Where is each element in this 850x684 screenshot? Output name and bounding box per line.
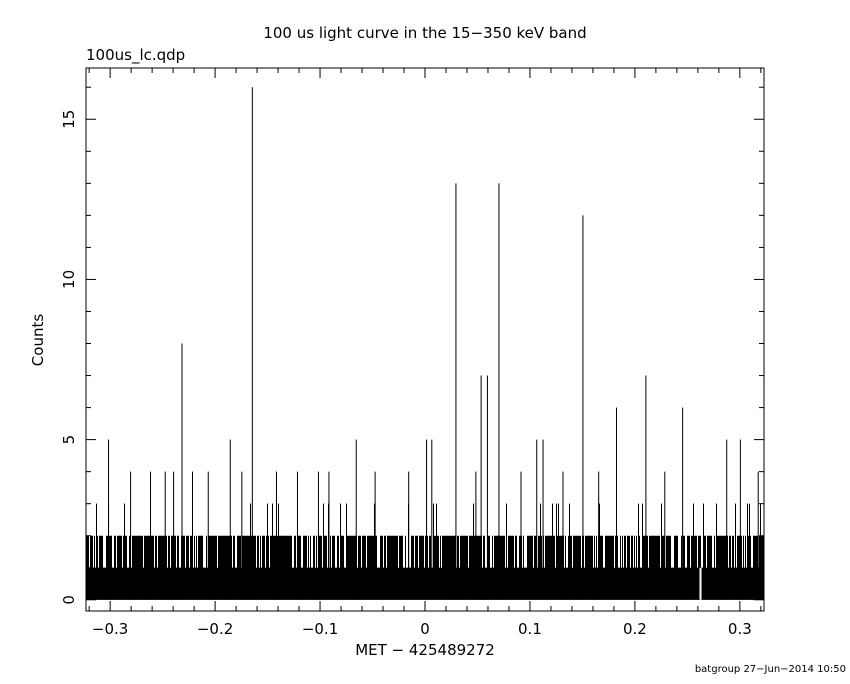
- y-tick-label: 15: [60, 110, 78, 129]
- footer-stamp: batgroup 27−Jun−2014 10:50: [695, 664, 846, 675]
- count-bins-noise: [86, 503, 764, 600]
- x-tick-label: 0.3: [728, 620, 752, 638]
- y-tick-label: 5: [60, 435, 78, 445]
- y-axis-label: Counts: [29, 314, 47, 367]
- plot-frame: [85, 67, 765, 612]
- x-axis-label: MET − 425489272: [355, 641, 495, 659]
- chart-subtitle: 100us_lc.qdp: [86, 46, 185, 65]
- x-tick-label: −0.2: [197, 620, 233, 638]
- chart-title: 100 us light curve in the 15−350 keV ban…: [263, 24, 586, 42]
- x-tick-label: 0.1: [518, 620, 542, 638]
- ticks-layer: 0 5 10 15 −0.3 −0.2 −0.1 0 0.1 0.2 0.3: [60, 68, 764, 638]
- x-tick-label: −0.1: [302, 620, 338, 638]
- y-tick-label: 0: [60, 595, 78, 605]
- x-tick-label: −0.3: [92, 620, 128, 638]
- y-tick-label: 10: [60, 270, 78, 289]
- x-tick-label: 0.2: [623, 620, 647, 638]
- x-tick-label: 0: [420, 620, 430, 638]
- bars-layer: [86, 87, 764, 600]
